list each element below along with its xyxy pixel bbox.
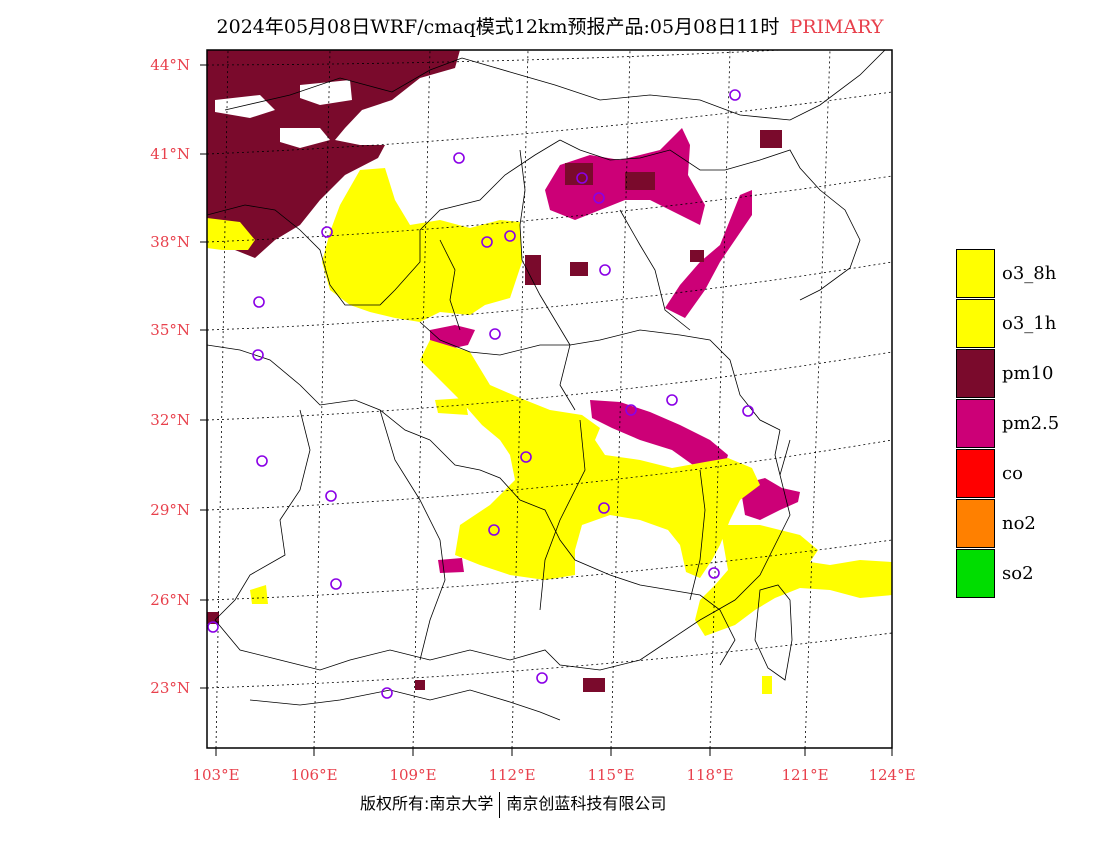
lon-label-112: 112°E bbox=[488, 766, 536, 784]
lon-label-115: 115°E bbox=[587, 766, 635, 784]
legend-label: o3_8h bbox=[1002, 263, 1057, 284]
legend-swatch bbox=[956, 449, 995, 498]
pm10-region-north bbox=[207, 50, 460, 258]
legend-label: o3_1h bbox=[1002, 313, 1057, 334]
map-frame bbox=[206, 49, 893, 749]
legend-swatch bbox=[956, 349, 995, 398]
lon-label-106: 106°E bbox=[290, 766, 338, 784]
lat-label-35: 35°N bbox=[150, 321, 190, 339]
legend-label: so2 bbox=[1002, 563, 1034, 584]
legend-swatch bbox=[956, 499, 995, 548]
graticule bbox=[207, 50, 892, 748]
legend-label: co bbox=[1002, 463, 1023, 484]
legend-label: pm10 bbox=[1002, 363, 1054, 384]
map-title: 2024年05月08日WRF/cmaq模式12km预报产品:05月08日11时 P… bbox=[0, 12, 1100, 39]
lon-label-103: 103°E bbox=[192, 766, 240, 784]
legend-swatch bbox=[956, 549, 995, 598]
lat-label-29: 29°N bbox=[150, 501, 190, 519]
lon-label-124: 124°E bbox=[868, 766, 916, 784]
title-text: 2024年05月08日WRF/cmaq模式12km预报产品:05月08日11时 bbox=[216, 16, 780, 38]
legend-label: no2 bbox=[1002, 513, 1036, 534]
lon-label-109: 109°E bbox=[389, 766, 437, 784]
legend-swatch bbox=[956, 249, 995, 298]
station-markers bbox=[207, 89, 754, 699]
lat-label-32: 32°N bbox=[150, 411, 190, 429]
footer-divider bbox=[499, 791, 501, 818]
copyright-footer: 版权所有:南京大学 南京创蓝科技有限公司 bbox=[360, 790, 666, 818]
lat-label-23: 23°N bbox=[150, 679, 190, 697]
lon-label-118: 118°E bbox=[686, 766, 734, 784]
lat-label-38: 38°N bbox=[150, 233, 190, 251]
title-tag: PRIMARY bbox=[789, 16, 884, 38]
legend-swatch bbox=[956, 399, 995, 448]
lat-label-26: 26°N bbox=[150, 591, 190, 609]
legend-swatch bbox=[956, 299, 995, 348]
axis-ticks bbox=[200, 64, 893, 756]
o3-regions bbox=[207, 168, 892, 694]
lat-label-44: 44°N bbox=[150, 56, 190, 74]
copyright-company: 南京创蓝科技有限公司 bbox=[506, 794, 667, 813]
lat-label-41: 41°N bbox=[150, 145, 190, 163]
province-borders bbox=[207, 50, 886, 721]
legend-label: pm2.5 bbox=[1002, 413, 1060, 434]
copyright-owner: 版权所有:南京大学 bbox=[360, 794, 494, 813]
lon-label-121: 121°E bbox=[781, 766, 829, 784]
